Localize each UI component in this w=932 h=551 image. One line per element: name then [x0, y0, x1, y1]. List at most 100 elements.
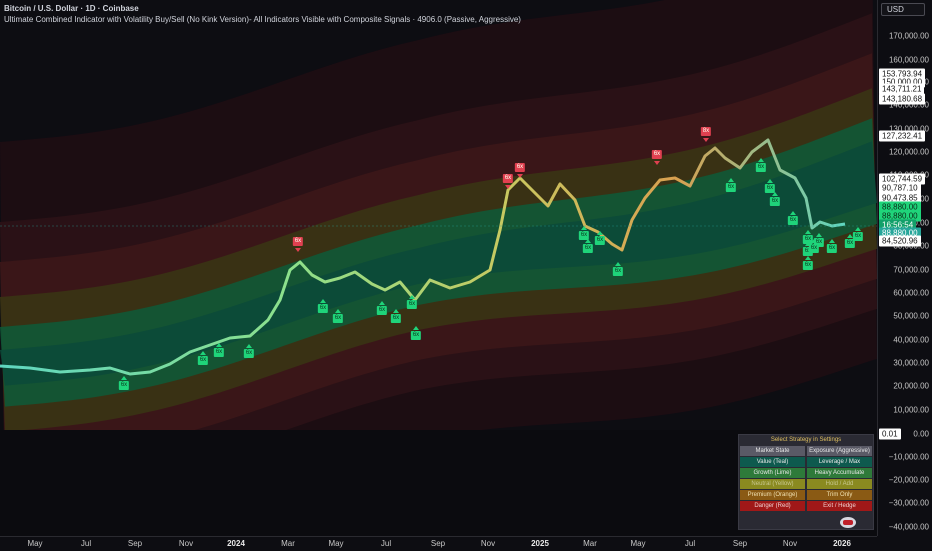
- price-tick: −10,000.00: [888, 452, 929, 462]
- buy-arrow-icon: [728, 178, 734, 182]
- time-tick: Sep: [127, 539, 143, 548]
- price-label: 88,880.00: [879, 210, 921, 222]
- price-tick: 140,000.00: [888, 100, 929, 110]
- buy-signal: 6x: [118, 381, 130, 390]
- price-tick: 130,000.00: [888, 124, 929, 134]
- strategy-state-cell: Value (Teal): [740, 457, 805, 467]
- time-tick: Mar: [583, 539, 597, 548]
- time-axis[interactable]: May Jul Sep Nov 2024 Mar May Jul Sep Nov 2025 Mar Ma…: [0, 536, 877, 551]
- price-tick: 40,000.00: [893, 335, 929, 345]
- buy-arrow-icon: [335, 309, 341, 313]
- price-label: 127,232.41: [879, 130, 926, 142]
- buy-signal: 6x: [852, 232, 864, 241]
- buy-arrow-icon: [805, 230, 811, 234]
- price-tick: −30,000.00: [888, 498, 929, 508]
- buy-arrow-icon: [597, 231, 603, 235]
- buy-signal: 6x: [213, 348, 225, 357]
- strategy-row: Premium (Orange) Trim Only: [739, 490, 873, 500]
- price-tick: 170,000.00: [888, 31, 929, 41]
- buy-signal: 6x: [813, 238, 825, 247]
- buy-signal: 6x: [582, 244, 594, 253]
- buy-signal: 6x: [725, 183, 737, 192]
- sell-arrow-icon: [654, 161, 660, 165]
- strategy-action-cell: Heavy Accumulate: [807, 468, 872, 478]
- buy-arrow-icon: [409, 295, 415, 299]
- buy-signal: 6x: [769, 197, 781, 206]
- strategy-row: Value (Teal) Leverage / Max: [739, 457, 873, 467]
- strategy-action-cell: Hold / Add: [807, 479, 872, 489]
- buy-signal: 6x: [826, 244, 838, 253]
- strategy-table-title: Select Strategy in Settings: [770, 437, 842, 443]
- price-label: 16:56:54: [879, 219, 917, 231]
- logo-icon: [840, 517, 856, 528]
- sell-arrow-icon: [703, 138, 709, 142]
- buy-arrow-icon: [200, 351, 206, 355]
- price-label: 143,180.68: [879, 93, 926, 105]
- buy-signal: 6x: [197, 356, 209, 365]
- time-tick: Sep: [430, 539, 446, 548]
- buy-signal: 6x: [764, 184, 776, 193]
- chart-area[interactable]: Bitcoin / U.S. Dollar · 1D · Coinbase Ul…: [0, 0, 877, 536]
- sell-arrow-icon: [505, 185, 511, 189]
- strategy-action-cell: Exit / Hedge: [807, 501, 872, 511]
- price-tick: 160,000.00: [888, 55, 929, 65]
- strategy-table: Select Strategy in Settings Market State…: [738, 434, 874, 530]
- value-band: [0, 141, 877, 386]
- buy-signal: 6x: [578, 231, 590, 240]
- currency-button[interactable]: USD: [881, 3, 925, 16]
- time-tick: Nov: [782, 539, 798, 548]
- buy-signal: 6x: [787, 216, 799, 225]
- buy-arrow-icon: [320, 299, 326, 303]
- price-tick: 0.00: [913, 429, 929, 439]
- strategy-row: Market State Exposure (Aggressive): [739, 446, 873, 456]
- buy-signal: 6x: [802, 261, 814, 270]
- time-tick: Jul: [80, 539, 92, 548]
- buy-arrow-icon: [246, 344, 252, 348]
- buy-arrow-icon: [811, 239, 817, 243]
- strategy-row: Neutral (Yellow) Hold / Add: [739, 479, 873, 489]
- strategy-action-cell: Exposure (Aggressive): [807, 446, 872, 456]
- buy-signal: 6x: [243, 349, 255, 358]
- strategy-row: Growth (Lime) Heavy Accumulate: [739, 468, 873, 478]
- price-tick: 10,000.00: [893, 405, 929, 415]
- buy-arrow-icon: [829, 239, 835, 243]
- time-tick: Nov: [178, 539, 194, 548]
- strategy-state-cell: Danger (Red): [740, 501, 805, 511]
- buy-arrow-icon: [790, 211, 796, 215]
- sell-signal: 8x: [700, 127, 712, 136]
- time-tick: Mar: [281, 539, 295, 548]
- buy-arrow-icon: [805, 242, 811, 246]
- price-line: [0, 138, 846, 376]
- buy-signal: 6x: [802, 235, 814, 244]
- sell-signal: 6x: [514, 163, 526, 172]
- buy-arrow-icon: [767, 179, 773, 183]
- price-tick: 70,000.00: [893, 265, 929, 275]
- buy-signal: 6x: [406, 300, 418, 309]
- price-tick: 60,000.00: [893, 288, 929, 298]
- buy-signal: 6x: [410, 331, 422, 340]
- buy-signal: 6x: [802, 247, 814, 256]
- price-label: 90,473.85: [879, 192, 921, 204]
- buy-signal: 6x: [317, 304, 329, 313]
- strategy-action-cell: Trim Only: [807, 490, 872, 500]
- time-tick: May: [27, 539, 43, 548]
- price-tick: 50,000.00: [893, 311, 929, 321]
- sell-signal: 6x: [502, 174, 514, 183]
- buy-signal: 6x: [332, 314, 344, 323]
- buy-signal: 6x: [808, 244, 820, 253]
- price-label: 84,520.96: [879, 235, 921, 247]
- time-tick: 2026: [833, 539, 851, 548]
- time-tick: May: [630, 539, 646, 548]
- price-label: 143,711.21: [879, 83, 925, 95]
- buy-arrow-icon: [379, 301, 385, 305]
- price-label: 0.01: [879, 428, 901, 440]
- sell-arrow-icon: [517, 174, 523, 178]
- buy-signal: 6x: [594, 236, 606, 245]
- indicator-title[interactable]: Ultimate Combined Indicator with Volatil…: [4, 15, 521, 24]
- symbol-title: Bitcoin / U.S. Dollar · 1D · Coinbase: [4, 4, 139, 13]
- lower-dark: [0, 430, 877, 536]
- strategy-row: Danger (Red) Exit / Hedge: [739, 501, 873, 511]
- buy-signal: 6x: [612, 267, 624, 276]
- price-axis[interactable]: 170,000.00 160,000.00 150,000.00 140,000.00…: [877, 0, 932, 536]
- buy-arrow-icon: [615, 262, 621, 266]
